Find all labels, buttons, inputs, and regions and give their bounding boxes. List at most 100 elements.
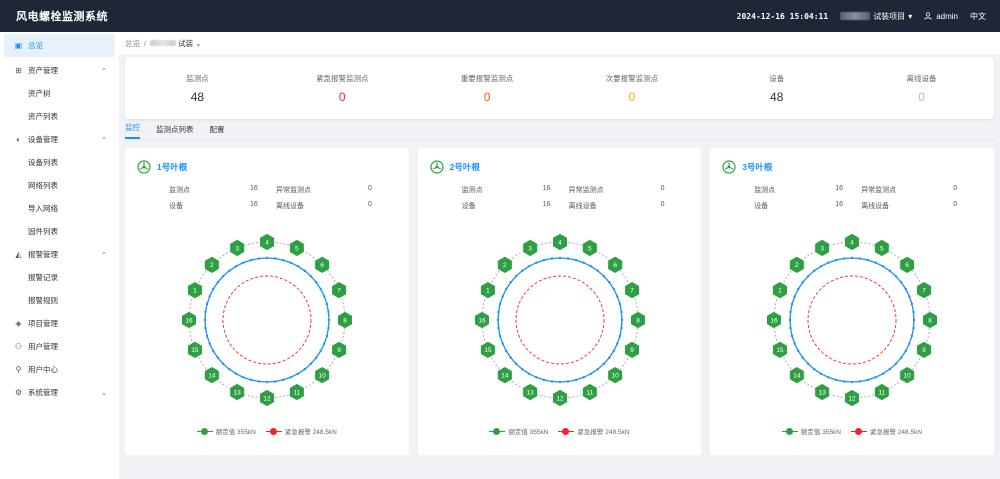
load-data-point[interactable] — [910, 334, 914, 338]
load-data-point[interactable] — [602, 274, 605, 278]
bolt-node[interactable]: 2 — [496, 256, 512, 274]
load-data-point[interactable] — [514, 362, 517, 366]
load-data-point[interactable] — [842, 257, 846, 260]
breadcrumb-root[interactable]: 总览 — [125, 38, 140, 48]
bolt-node[interactable]: 11 — [581, 383, 597, 401]
load-data-point[interactable] — [615, 295, 619, 298]
load-data-point[interactable] — [900, 356, 903, 359]
load-data-point[interactable] — [327, 326, 330, 330]
load-data-point[interactable] — [874, 376, 878, 379]
load-data-point[interactable] — [242, 376, 245, 379]
load-data-point[interactable] — [801, 356, 805, 359]
load-data-point[interactable] — [574, 258, 577, 262]
load-data-point[interactable] — [273, 257, 277, 260]
load-data-point[interactable] — [273, 380, 277, 383]
blade-title[interactable]: 3号叶根 — [742, 162, 773, 172]
tab-0[interactable]: 监控 — [125, 122, 140, 139]
load-data-point[interactable] — [618, 334, 621, 338]
bolt-node[interactable]: 6 — [607, 256, 623, 274]
load-data-point[interactable] — [498, 302, 501, 306]
load-data-point[interactable] — [319, 287, 322, 291]
load-data-point[interactable] — [618, 302, 621, 306]
sidebar-item-0[interactable]: ▣ 总览 — [4, 34, 115, 57]
language-switch[interactable]: 中文 — [970, 11, 986, 21]
load-data-point[interactable] — [612, 287, 615, 291]
load-data-point[interactable] — [205, 334, 209, 338]
load-data-point[interactable] — [888, 269, 892, 273]
load-data-point[interactable] — [827, 261, 830, 264]
load-data-point[interactable] — [607, 281, 610, 284]
bolt-node[interactable]: 5 — [874, 239, 890, 257]
bolt-node[interactable]: 15 — [480, 341, 496, 359]
bolt-node[interactable]: 8 — [922, 311, 938, 329]
load-data-point[interactable] — [859, 257, 862, 260]
load-data-point[interactable] — [208, 295, 211, 298]
load-data-point[interactable] — [289, 261, 292, 264]
legend-rated[interactable]: 额定值 355kN — [196, 426, 256, 436]
load-data-point[interactable] — [566, 257, 569, 260]
load-data-point[interactable] — [208, 342, 211, 345]
load-data-point[interactable] — [791, 302, 794, 306]
legend-rated[interactable]: 额定值 355kN — [781, 426, 841, 436]
load-data-point[interactable] — [797, 287, 800, 291]
load-data-point[interactable] — [527, 372, 530, 375]
bolt-node[interactable]: 8 — [337, 311, 353, 329]
load-data-point[interactable] — [289, 376, 292, 379]
bolt-node[interactable]: 10 — [607, 366, 623, 384]
load-data-point[interactable] — [602, 362, 605, 366]
project-selector[interactable]: 试装项目 ▾ — [840, 11, 912, 22]
load-data-point[interactable] — [894, 274, 898, 278]
load-data-point[interactable] — [534, 376, 538, 379]
bolt-node[interactable]: 12 — [259, 389, 275, 407]
bolt-node[interactable]: 1 — [480, 281, 496, 299]
load-data-point[interactable] — [888, 367, 892, 371]
bolt-node[interactable]: 12 — [844, 389, 860, 407]
load-data-point[interactable] — [807, 274, 810, 278]
bolt-node[interactable]: 9 — [916, 341, 932, 359]
bolt-node[interactable]: 9 — [331, 341, 347, 359]
sidebar-subitem[interactable]: 导入网络 — [0, 197, 119, 220]
sidebar-item-1[interactable]: ⊞ 资产管理 ⌃ — [0, 59, 119, 82]
load-data-point[interactable] — [612, 349, 615, 353]
load-data-point[interactable] — [205, 302, 209, 306]
bolt-node[interactable]: 5 — [289, 239, 305, 257]
load-data-point[interactable] — [589, 265, 592, 268]
user-menu[interactable]: admin — [924, 12, 958, 21]
load-data-point[interactable] — [204, 310, 207, 314]
load-data-point[interactable] — [850, 380, 854, 384]
bolt-node[interactable]: 10 — [899, 366, 915, 384]
legend-alarm[interactable]: 紧急报警 248.5kN — [851, 426, 922, 436]
load-data-point[interactable] — [242, 261, 245, 264]
bolt-node[interactable]: 1 — [187, 281, 203, 299]
load-data-point[interactable] — [325, 302, 329, 306]
load-data-point[interactable] — [257, 380, 261, 383]
bolt-node[interactable]: 16 — [181, 311, 197, 329]
blade-title[interactable]: 2号叶根 — [449, 162, 480, 172]
load-data-point[interactable] — [615, 342, 619, 345]
bolt-node[interactable]: 3 — [814, 239, 830, 257]
load-data-point[interactable] — [327, 318, 331, 322]
load-data-point[interactable] — [257, 257, 261, 260]
sidebar-subitem[interactable]: 设备列表 — [0, 151, 119, 174]
bolt-node[interactable]: 7 — [916, 281, 932, 299]
bolt-node[interactable]: 9 — [624, 341, 640, 359]
load-data-point[interactable] — [319, 349, 322, 353]
legend-rated[interactable]: 额定值 355kN — [489, 426, 548, 436]
load-data-point[interactable] — [788, 318, 792, 322]
load-data-point[interactable] — [874, 261, 878, 264]
bolt-node[interactable]: 10 — [314, 366, 330, 384]
load-data-point[interactable] — [793, 342, 797, 345]
bolt-node[interactable]: 11 — [289, 383, 305, 401]
bolt-node[interactable]: 13 — [814, 383, 830, 401]
load-data-point[interactable] — [881, 372, 885, 375]
load-data-point[interactable] — [327, 310, 330, 314]
load-data-point[interactable] — [496, 318, 499, 322]
load-data-point[interactable] — [619, 310, 623, 314]
sidebar-item-6[interactable]: ⚲ 用户中心 — [0, 358, 119, 381]
load-data-point[interactable] — [619, 326, 623, 330]
load-data-point[interactable] — [894, 362, 898, 366]
tab-2[interactable]: 配置 — [209, 125, 225, 134]
sidebar-item-3[interactable]: ◭ 报警管理 ⌃ — [0, 243, 119, 266]
load-data-point[interactable] — [904, 349, 908, 353]
sidebar-item-7[interactable]: ⚙ 系统管理 ⌄ — [0, 381, 119, 404]
